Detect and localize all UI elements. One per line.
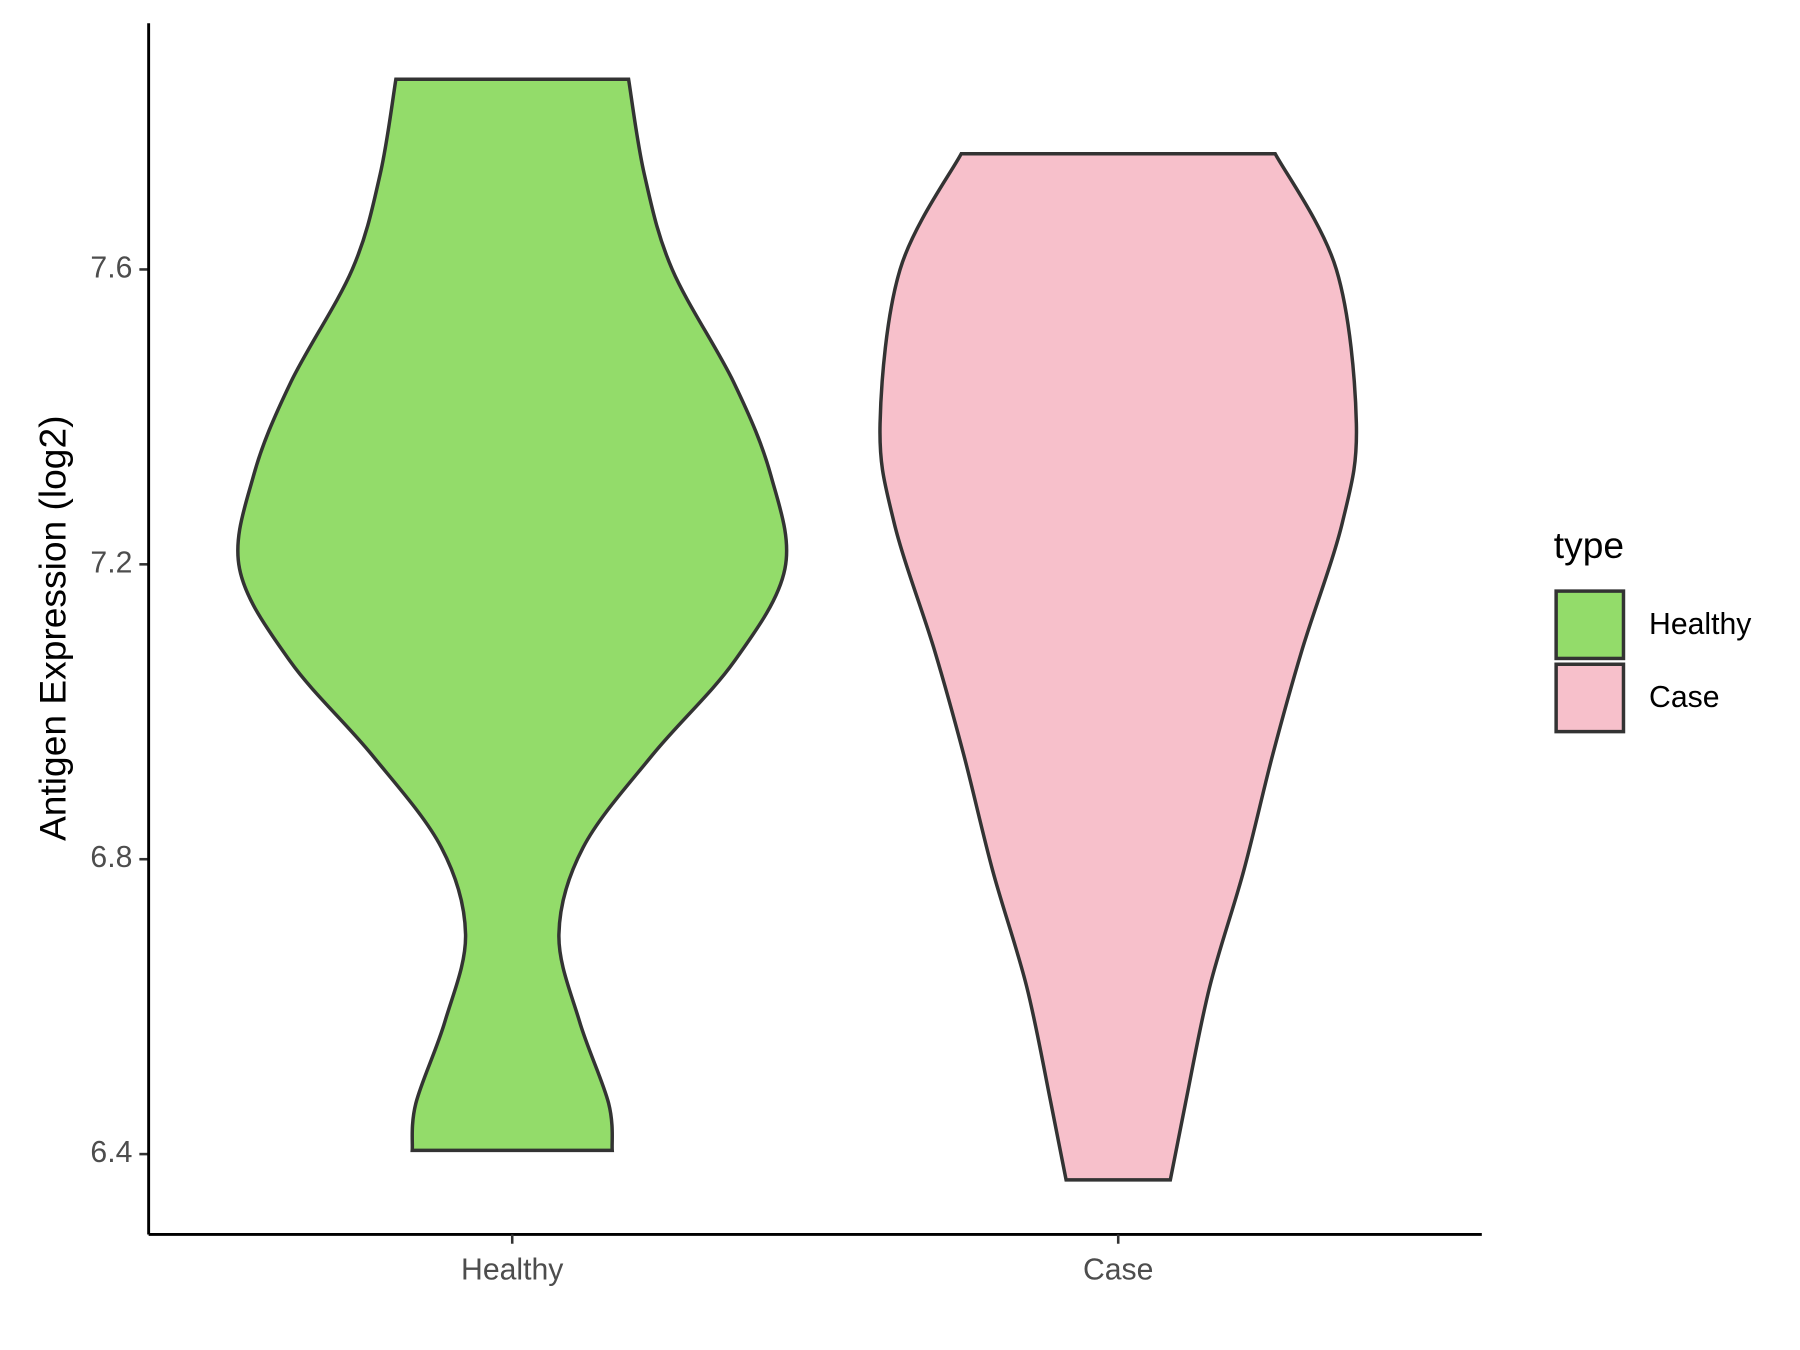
y-tick-label: 6.4 [90,1136,132,1169]
legend-key [1554,662,1626,734]
legend-label: Case [1649,681,1719,714]
violin [878,151,1359,1182]
y-axis-title: Antigen Expression (log2) [32,416,74,841]
legend-title: type [1554,524,1624,566]
legend-label: Healthy [1649,608,1752,641]
violin [236,77,789,1153]
y-tick-label: 7.6 [90,251,132,284]
legend-key [1554,589,1626,661]
y-tick-label: 6.8 [90,841,132,874]
y-tick-label: 7.2 [90,546,132,579]
x-tick-label: Healthy [461,1254,564,1287]
x-tick-label: Case [1083,1254,1153,1287]
